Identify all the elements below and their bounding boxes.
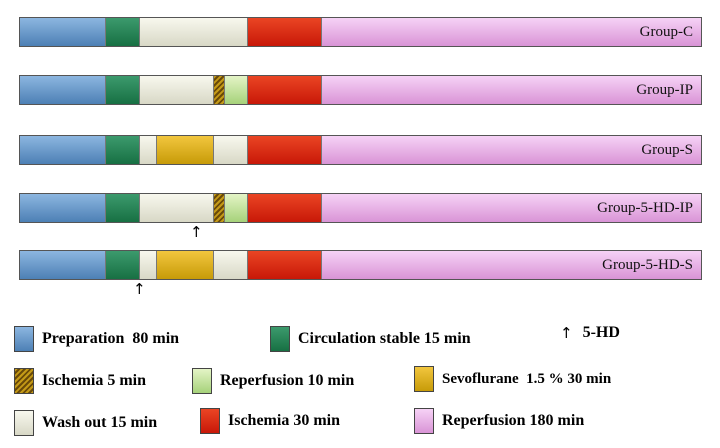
legend-sevoflurane: Sevoflurane 1.5 % 30 min: [414, 366, 611, 392]
legend-reperfusion-10: Reperfusion 10 min: [192, 368, 354, 394]
segment-preparation: [20, 194, 106, 222]
segment-sevoflurane: [157, 251, 214, 279]
legend-swatch: [270, 326, 290, 352]
segment-ischemia-5: [214, 194, 225, 222]
segment-wash-out: [140, 76, 214, 104]
legend-label: Sevoflurane 1.5 % 30 min: [442, 370, 612, 387]
segment-ischemia-30: [248, 194, 322, 222]
legend-label: Reperfusion 180 min: [442, 412, 585, 429]
legend-swatch: [14, 410, 34, 436]
segment-ischemia-30: [248, 136, 322, 164]
segment-preparation: [20, 18, 106, 46]
segment-reperfusion-10: [225, 76, 248, 104]
segment-preparation: [20, 251, 106, 279]
legend-wash-out: Wash out 15 min: [14, 410, 157, 436]
legend-swatch: [414, 408, 434, 434]
segment-ischemia-30: [248, 251, 322, 279]
legend-swatch: [14, 326, 34, 352]
segment-reperfusion-180: [322, 18, 701, 46]
segment-circulation-stable: [106, 194, 140, 222]
segment-wash-out: [140, 251, 157, 279]
legend-label: Ischemia 30 min: [228, 412, 340, 429]
legend-5-hd: ↑ 5-HD: [560, 324, 620, 342]
segment-ischemia-30: [248, 76, 322, 104]
segment-wash-out: [140, 136, 157, 164]
legend-reperfusion-180: Reperfusion 180 min: [414, 408, 584, 434]
legend-circulation-stable: Circulation stable 15 min: [270, 326, 471, 352]
segment-sevoflurane: [157, 136, 214, 164]
legend-label: Reperfusion 10 min: [220, 372, 355, 389]
segment-circulation-stable: [106, 136, 140, 164]
up-arrow-icon: ↑: [560, 323, 573, 342]
segment-ischemia-5: [214, 76, 225, 104]
legend-preparation: Preparation 80 min: [14, 326, 179, 352]
5-hd-arrow-marker: ↑: [133, 280, 146, 298]
timeline-bar-group-5-hd-s: Group-5-HD-S: [19, 250, 702, 280]
segment-reperfusion-180: [322, 194, 701, 222]
segment-wash-out: [140, 18, 248, 46]
segment-reperfusion-180: [322, 76, 701, 104]
segment-preparation: [20, 76, 106, 104]
legend-swatch: [14, 368, 34, 394]
legend-swatch: [200, 408, 220, 434]
segment-reperfusion-180: [322, 136, 701, 164]
legend-ischemia-5: Ischemia 5 min: [14, 368, 146, 394]
group-label: Group-5-HD-IP: [597, 199, 693, 216]
5-hd-arrow-marker: ↑: [190, 223, 203, 241]
legend-label: Circulation stable 15 min: [298, 330, 471, 347]
segment-wash-out: [214, 136, 248, 164]
timeline-bar-group-s: Group-S: [19, 135, 702, 165]
segment-circulation-stable: [106, 18, 140, 46]
segment-circulation-stable: [106, 251, 140, 279]
group-label: Group-C: [639, 23, 693, 40]
segment-wash-out: [214, 251, 248, 279]
segment-reperfusion-180: [322, 251, 701, 279]
group-label: Group-S: [641, 141, 693, 158]
timeline-bar-group-c: Group-C: [19, 17, 702, 47]
segment-reperfusion-10: [225, 194, 248, 222]
timeline-bar-group-ip: Group-IP: [19, 75, 702, 105]
segment-preparation: [20, 136, 106, 164]
group-label: Group-5-HD-S: [602, 256, 693, 273]
legend-label: 5-HD: [582, 324, 620, 341]
timeline-bar-group-5-hd-ip: Group-5-HD-IP: [19, 193, 702, 223]
legend-label: Wash out 15 min: [42, 414, 158, 431]
legend-swatch: [192, 368, 212, 394]
segment-circulation-stable: [106, 76, 140, 104]
segment-wash-out: [140, 194, 214, 222]
segment-ischemia-30: [248, 18, 322, 46]
legend-swatch: [414, 366, 434, 392]
legend-label: Preparation 80 min: [42, 330, 180, 347]
group-label: Group-IP: [636, 81, 693, 98]
legend-ischemia-30: Ischemia 30 min: [200, 408, 340, 434]
legend-label: Ischemia 5 min: [42, 372, 146, 389]
